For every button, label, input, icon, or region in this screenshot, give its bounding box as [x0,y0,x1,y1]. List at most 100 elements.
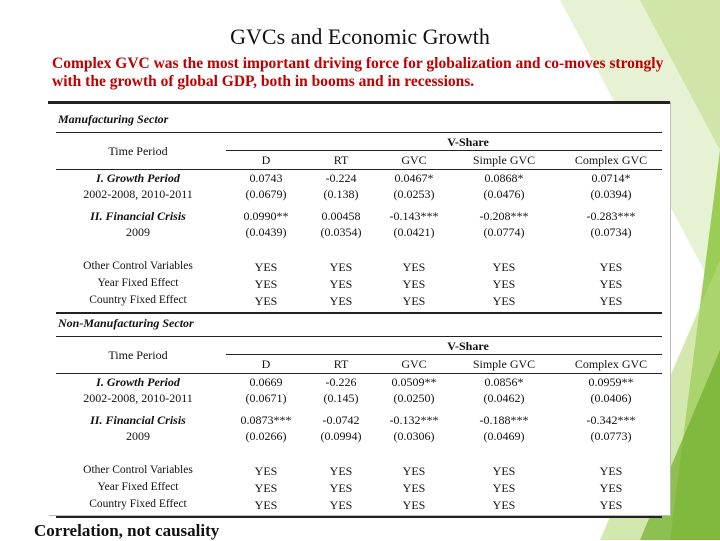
row-label: I. Growth Period [96,171,180,185]
coefficient: 0.0959** [588,375,634,389]
table-rule [56,132,662,133]
coefficient: -0.132*** [389,413,439,427]
std-error: (0.0476) [483,187,525,201]
control-value: YES [329,277,353,291]
control-value: YES [402,498,426,512]
std-error: (0.0679) [245,187,287,201]
coefficient: 0.0669 [249,375,283,389]
std-error: (0.0469) [483,429,525,443]
column-header: GVC [401,153,427,167]
column-header: D [261,153,271,167]
std-error: (0.0994) [320,429,362,443]
group-header: V-Share [447,339,489,353]
control-value: YES [254,294,278,308]
control-value: YES [492,464,516,478]
coefficient: 0.0509** [391,375,437,389]
control-value: YES [402,481,426,495]
control-value: YES [254,277,278,291]
column-header: GVC [401,357,427,371]
coefficient: 0.0856* [484,375,524,389]
control-value: YES [329,498,353,512]
section-title: Manufacturing Sector [58,112,169,126]
row-sublabel: 2009 [126,429,150,443]
column-header: Complex GVC [574,153,648,167]
control-label: Year Fixed Effect [97,277,179,289]
control-value: YES [599,260,623,274]
column-header: Simple GVC [472,357,536,371]
coefficient: -0.283*** [586,209,636,223]
std-error: (0.0253) [393,187,435,201]
std-error: (0.0354) [320,225,362,239]
control-value: YES [492,294,516,308]
coefficient: 0.00458 [321,209,361,223]
coefficient: -0.224 [325,171,357,185]
std-error: (0.0773) [590,429,632,443]
time-period-label: Time Period [108,144,168,158]
control-label: Country Fixed Effect [89,294,187,306]
control-value: YES [254,260,278,274]
row-label: I. Growth Period [96,375,180,389]
time-period-label: Time Period [108,348,168,362]
std-error: (0.0266) [245,429,287,443]
control-value: YES [599,498,623,512]
std-error: (0.0394) [590,187,632,201]
control-value: YES [329,481,353,495]
std-error: (0.0306) [393,429,435,443]
row-label: II. Financial Crisis [90,413,186,427]
table-rule [226,354,662,355]
table-rule [226,150,662,151]
coefficient: 0.0743 [249,171,283,185]
std-error: (0.138) [323,187,359,201]
footer-caption: Correlation, not causality [34,521,220,540]
std-error: (0.0439) [245,225,287,239]
control-value: YES [329,464,353,478]
column-header: RT [333,153,349,167]
table-rule [56,312,662,314]
control-value: YES [402,464,426,478]
control-label: Other Control Variables [83,464,193,476]
coefficient: 0.0873*** [240,413,292,427]
row-sublabel: 2002-2008, 2010-2011 [83,391,193,405]
control-value: YES [402,277,426,291]
column-header: RT [333,357,349,371]
column-header: D [261,357,271,371]
table-rule [56,373,662,374]
control-value: YES [492,277,516,291]
std-error: (0.0250) [393,391,435,405]
row-sublabel: 2002-2008, 2010-2011 [83,187,193,201]
control-value: YES [599,277,623,291]
section-title: Non-Manufacturing Sector [58,316,194,330]
control-label: Year Fixed Effect [97,481,179,493]
std-error: (0.145) [323,391,359,405]
control-value: YES [329,260,353,274]
coefficient: -0.188*** [479,413,529,427]
coefficient: 0.0467* [394,171,434,185]
control-value: YES [402,294,426,308]
table-rule [56,169,662,170]
coefficient: -0.342*** [586,413,636,427]
control-value: YES [492,481,516,495]
std-error: (0.0774) [483,225,525,239]
column-header: Complex GVC [574,357,648,371]
coefficient: 0.0990** [243,209,289,223]
column-header: Simple GVC [472,153,536,167]
control-value: YES [329,294,353,308]
control-value: YES [254,481,278,495]
control-value: YES [402,260,426,274]
slide-subtitle: Complex GVC was the most important drivi… [52,55,664,90]
coefficient: -0.226 [325,375,357,389]
std-error: (0.0671) [245,391,287,405]
group-header: V-Share [447,135,489,149]
table-rule [56,336,662,337]
control-value: YES [492,498,516,512]
control-value: YES [254,464,278,478]
regression-table: Manufacturing Sector V-Share Time Period D R… [48,101,670,518]
slide-title: GVCs and Economic Growth [230,24,490,49]
coefficient: -0.208*** [479,209,529,223]
control-label: Country Fixed Effect [89,498,187,510]
row-label: II. Financial Crisis [90,209,186,223]
std-error: (0.0421) [393,225,435,239]
coefficient: 0.0868* [484,171,524,185]
control-value: YES [254,498,278,512]
std-error: (0.0462) [483,391,525,405]
